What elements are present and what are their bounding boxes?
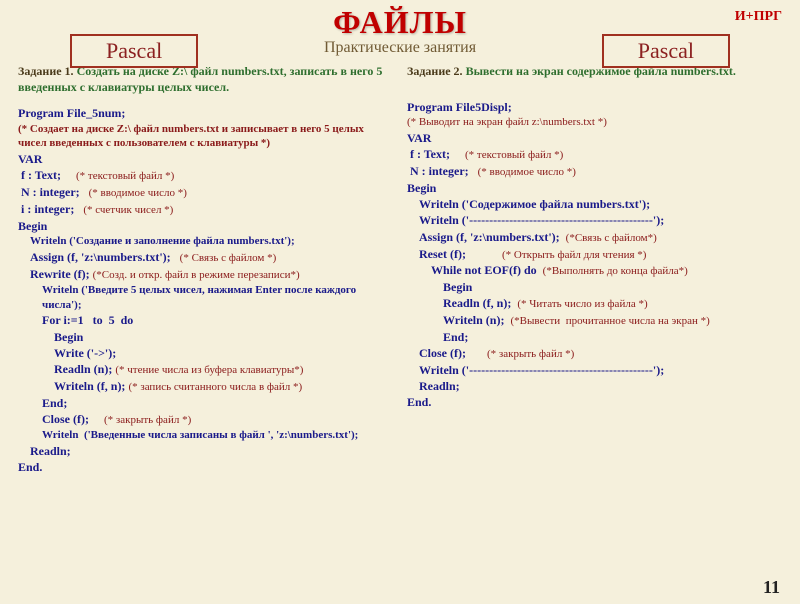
- l-l3t: Rewrite (f);: [30, 267, 90, 281]
- l-var: VAR: [18, 151, 393, 167]
- r-l3t: Assign (f, 'z:\numbers.txt');: [419, 230, 560, 244]
- l-l3: Rewrite (f); (*Созд. и откр. файл в режи…: [18, 266, 393, 283]
- r-l9: End;: [407, 329, 782, 345]
- r-l10t: Close (f);: [419, 346, 466, 360]
- r-lc7: (* Читать число из файла *): [517, 298, 647, 310]
- l-l6: Begin: [18, 329, 393, 345]
- l-l11: Close (f); (* закрыть файл *): [18, 411, 393, 428]
- l-c2: (* вводимое число *): [89, 187, 187, 199]
- l-hdrcmt: (* Создает на диске Z:\ файл numbers.txt…: [18, 122, 393, 152]
- r-v2: N : integer; (* вводимое число *): [407, 163, 782, 180]
- page-number: 11: [763, 577, 780, 598]
- l-v2: N : integer; (* вводимое число *): [18, 184, 393, 201]
- r-lc10: (* закрыть файл *): [487, 348, 574, 360]
- l-l11t: Close (f);: [42, 412, 89, 426]
- right-column: Задание 2. Вывести на экран содержимое ф…: [407, 63, 782, 475]
- l-lc11: (* закрыть файл *): [104, 414, 191, 426]
- l-lc9: (* запись считанного числа в файл *): [128, 381, 302, 393]
- l-l12: Writeln ('Введенные числа записаны в фай…: [18, 428, 393, 443]
- l-l13: Readln;: [18, 443, 393, 459]
- r-v2t: N : integer;: [407, 164, 469, 178]
- l-v3: i : integer; (* счетчик чисел *): [18, 201, 393, 218]
- r-c1: (* текстовый файл *): [465, 149, 563, 161]
- r-l7t: Readln (f, n);: [443, 296, 511, 310]
- r-lc4: (* Открыть файл для чтения *): [502, 249, 646, 261]
- l-l2t: Assign (f, 'z:\numbers.txt');: [30, 250, 171, 264]
- r-l8t: Writeln (n);: [443, 313, 504, 327]
- r-c2: (* вводимое число *): [478, 166, 576, 178]
- r-l4: Reset (f); (* Открыть файл для чтения *): [407, 246, 782, 263]
- r-l6: Begin: [407, 279, 782, 295]
- l-c1: (* текстовый файл *): [76, 170, 174, 182]
- l-prog: Program File_5num;: [18, 105, 393, 121]
- r-end: End.: [407, 394, 782, 410]
- r-l3: Assign (f, 'z:\numbers.txt'); (*Связь с …: [407, 229, 782, 246]
- r-l12: Readln;: [407, 378, 782, 394]
- l-begin: Begin: [18, 218, 393, 234]
- content-columns: Задание 1. Создать на диске Z:\ файл num…: [0, 63, 800, 475]
- r-l7: Readln (f, n); (* Читать число из файла …: [407, 295, 782, 312]
- l-l9t: Writeln (f, n);: [54, 379, 125, 393]
- r-prog: Program File5Displ;: [407, 99, 782, 115]
- l-v1t: f : Text;: [18, 168, 61, 182]
- l-l9: Writeln (f, n); (* запись считанного чис…: [18, 378, 393, 395]
- pascal-label-left: Pascal: [70, 34, 198, 68]
- r-l8: Writeln (n); (*Вывести прочитанное числа…: [407, 312, 782, 329]
- r-l4t: Reset (f);: [419, 247, 466, 261]
- r-l5t: While not EOF(f) do: [431, 263, 537, 277]
- r-begin: Begin: [407, 180, 782, 196]
- l-l1: Writeln ('Создание и заполнение файла nu…: [18, 234, 393, 249]
- l-l2: Assign (f, 'z:\numbers.txt'); (* Связь с…: [18, 249, 393, 266]
- l-l7: Write ('->');: [18, 345, 393, 361]
- task2-num: Задание 2.: [407, 64, 463, 78]
- r-lc8: (*Вывести прочитанное числа на экран *): [510, 315, 709, 327]
- l-v2t: N : integer;: [18, 185, 80, 199]
- task1-num: Задание 1.: [18, 64, 74, 78]
- r-l1: Writeln ('Содержимое файла numbers.txt')…: [407, 196, 782, 212]
- corner-tag: И+ПРГ: [735, 9, 782, 25]
- r-lc5: (*Выполнять до конца файла*): [543, 265, 688, 277]
- r-v1t: f : Text;: [407, 147, 450, 161]
- l-l8t: Readln (n);: [54, 362, 112, 376]
- l-lc3: (*Созд. и откр. файл в режиме перезаписи…: [93, 269, 300, 281]
- l-c3: (* счетчик чисел *): [83, 204, 173, 216]
- r-hdrcmt: (* Выводит на экран файл z:\numbers.txt …: [407, 115, 782, 130]
- l-lc2: (* Связь с файлом *): [180, 252, 277, 264]
- r-l10: Close (f); (* закрыть файл *): [407, 345, 782, 362]
- l-l5: For i:=1 to 5 do: [18, 312, 393, 328]
- l-lc8: (* чтение числа из буфера клавиатуры*): [115, 364, 303, 376]
- r-var: VAR: [407, 130, 782, 146]
- l-v3t: i : integer;: [18, 202, 74, 216]
- r-lc3: (*Связь с файлом*): [566, 232, 657, 244]
- r-l11: Writeln ('------------------------------…: [407, 362, 782, 378]
- r-l5: While not EOF(f) do (*Выполнять до конца…: [407, 262, 782, 279]
- l-l4: Writeln ('Введите 5 целых чисел, нажимая…: [18, 283, 393, 313]
- r-l2: Writeln ('------------------------------…: [407, 212, 782, 228]
- r-v1: f : Text; (* текстовый файл *): [407, 146, 782, 163]
- l-v1: f : Text; (* текстовый файл *): [18, 167, 393, 184]
- pascal-label-right: Pascal: [602, 34, 730, 68]
- left-column: Задание 1. Создать на диске Z:\ файл num…: [18, 63, 393, 475]
- l-end: End.: [18, 459, 393, 475]
- l-l10: End;: [18, 395, 393, 411]
- l-l8: Readln (n); (* чтение числа из буфера кл…: [18, 361, 393, 378]
